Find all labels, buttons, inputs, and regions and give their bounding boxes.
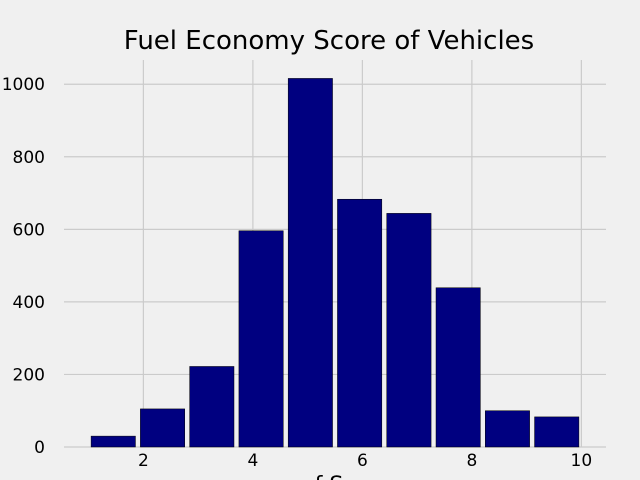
bars xyxy=(90,78,580,448)
x-tick-label: 6 xyxy=(357,451,368,471)
histogram-bar xyxy=(238,230,284,448)
tick-labels: 0 200 400 600 800 1000 2 4 6 8 10 xyxy=(2,75,592,471)
x-tick-label: 4 xyxy=(247,451,258,471)
y-tick-label: 0 xyxy=(34,438,45,458)
chart-title: Fuel Economy Score of Vehicles xyxy=(124,26,534,56)
histogram-bar xyxy=(189,366,235,448)
y-tick-label: 1000 xyxy=(2,75,45,95)
x-axis-label: f S xyxy=(315,473,344,480)
x-tick-label: 2 xyxy=(138,451,149,471)
histogram-bar xyxy=(140,408,185,448)
histogram-bar xyxy=(337,198,383,448)
x-tick-label: 10 xyxy=(571,451,593,471)
histogram-bar xyxy=(386,213,432,448)
histogram-bar xyxy=(90,435,136,448)
y-tick-label: 200 xyxy=(13,365,45,385)
y-tick-label: 800 xyxy=(13,148,45,168)
grid xyxy=(64,60,606,448)
histogram-bar xyxy=(534,416,580,448)
y-tick-label: 600 xyxy=(13,220,45,240)
x-tick-label: 8 xyxy=(466,451,477,471)
histogram-bar xyxy=(485,410,530,448)
y-tick-label: 400 xyxy=(13,293,45,313)
histogram-bar xyxy=(435,287,481,448)
histogram-bar xyxy=(287,78,333,448)
